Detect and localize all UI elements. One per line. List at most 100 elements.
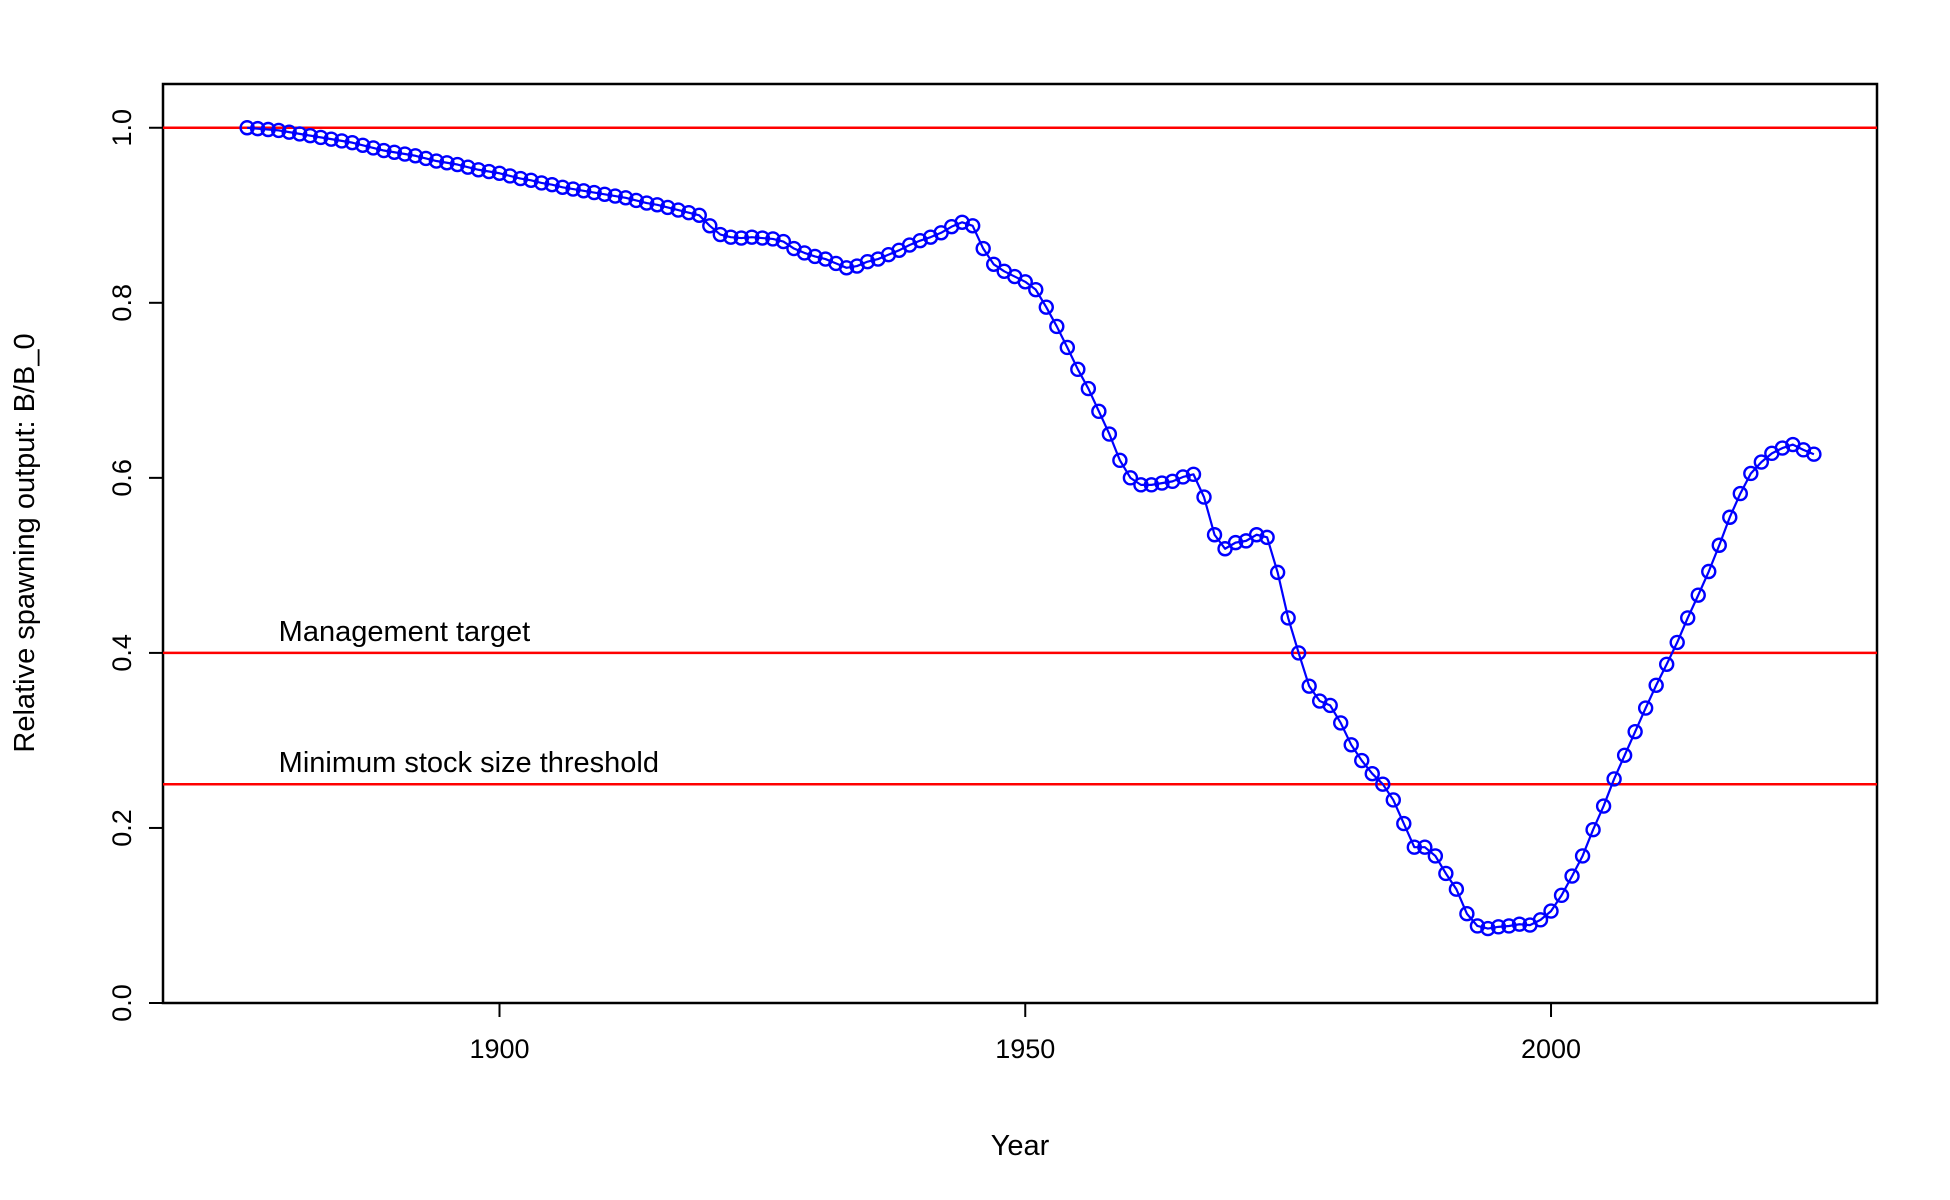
data-point: [460, 159, 476, 175]
data-point: [1553, 887, 1570, 904]
data-point: [1133, 477, 1149, 493]
data-point: [575, 183, 592, 199]
data-point: [1501, 918, 1517, 934]
data-point: [334, 133, 350, 149]
y-tick-label: 0.4: [107, 634, 137, 672]
data-point: [1511, 916, 1528, 932]
data-point: [1375, 776, 1391, 792]
data-point: [607, 188, 623, 204]
data-point: [1690, 587, 1706, 603]
x-tick-label: 1900: [469, 1034, 529, 1064]
data-point: [407, 148, 424, 164]
data-point: [1301, 678, 1317, 694]
data-point: [291, 126, 308, 142]
data-point: [323, 131, 339, 147]
series-line: [247, 126, 1815, 930]
data-point: [1101, 426, 1118, 442]
data-point: [1543, 903, 1559, 919]
data-point: [1269, 564, 1286, 581]
data-point: [639, 195, 655, 211]
data-point: [1333, 715, 1349, 731]
data-point: [1185, 466, 1202, 483]
data-point: [649, 197, 665, 213]
data-point: [1206, 527, 1223, 543]
data-point: [1364, 765, 1380, 782]
reference-line-label: Minimum stock size threshold: [279, 747, 659, 779]
data-point: [1396, 815, 1412, 832]
y-tick-label: 0.8: [107, 284, 137, 322]
data-point: [1290, 645, 1307, 661]
data-point: [1490, 919, 1507, 935]
data-point: [628, 192, 644, 209]
data-point: [1480, 920, 1496, 937]
x-tick-label: 1950: [995, 1034, 1055, 1064]
data-point: [1427, 848, 1444, 864]
data-point: [533, 175, 550, 191]
data-point: [859, 253, 876, 270]
data-point: [1595, 798, 1612, 814]
y-tick-label: 0.6: [107, 459, 137, 497]
data-point: [754, 230, 771, 246]
data-point: [1049, 318, 1065, 335]
data-point: [744, 229, 760, 245]
y-axis-title: Relative spawning output: B/B_0: [9, 333, 41, 752]
data-point: [565, 181, 581, 197]
x-axis-title: Year: [991, 1130, 1050, 1162]
data-point: [397, 146, 413, 162]
data-point: [1701, 563, 1717, 580]
data-point: [807, 248, 823, 265]
data-point: [1574, 848, 1591, 864]
plot-frame: [161, 82, 1879, 1005]
data-point: [986, 256, 1002, 272]
data-point: [491, 165, 508, 181]
data-point: [1175, 469, 1191, 485]
data-point: [428, 153, 445, 169]
data-point: [1711, 537, 1727, 553]
data-point: [1532, 912, 1549, 928]
data-point: [376, 142, 392, 159]
data-point: [723, 229, 739, 245]
data-point: [1459, 906, 1475, 922]
data-point: [1070, 361, 1086, 378]
series-layer: [239, 120, 1822, 937]
data-point: [1680, 610, 1696, 626]
data-point: [523, 172, 539, 188]
data-point: [596, 186, 613, 202]
data-point: [1469, 918, 1486, 934]
data-point: [1616, 747, 1633, 764]
data-point: [775, 233, 792, 250]
data-point: [470, 162, 487, 178]
data-point: [1259, 529, 1275, 546]
data-point: [1753, 454, 1770, 470]
data-point: [712, 226, 729, 243]
data-point: [1280, 610, 1296, 626]
y-tick-label: 0.0: [107, 984, 137, 1022]
data-point: [691, 207, 707, 223]
y-axis: 0.0 0.2 0.4 0.6 0.8 1.0: [107, 109, 164, 1022]
data-point: [733, 230, 750, 246]
data-point: [1669, 634, 1685, 651]
data-point: [1564, 868, 1580, 884]
data-point: [1227, 534, 1244, 551]
data-point: [1448, 881, 1465, 897]
data-point: [1406, 839, 1423, 855]
data-point: [1038, 299, 1054, 315]
data-point: [1732, 485, 1749, 502]
data-point: [1091, 403, 1107, 420]
data-point: [270, 122, 287, 139]
data-point: [1743, 465, 1759, 482]
data-point: [544, 176, 560, 193]
data-point: [313, 129, 329, 146]
data-point: [1196, 489, 1212, 505]
data-point: [1606, 771, 1622, 787]
data-point: [249, 120, 266, 137]
data-point: [1248, 527, 1265, 543]
data-point: [1112, 452, 1128, 469]
data-point: [1806, 446, 1822, 462]
data-point: [1017, 274, 1033, 290]
data-point: [260, 121, 276, 138]
data-point: [964, 218, 981, 234]
y-tick-label: 0.2: [107, 809, 137, 847]
data-point: [449, 156, 466, 173]
data-point: [1658, 656, 1675, 672]
